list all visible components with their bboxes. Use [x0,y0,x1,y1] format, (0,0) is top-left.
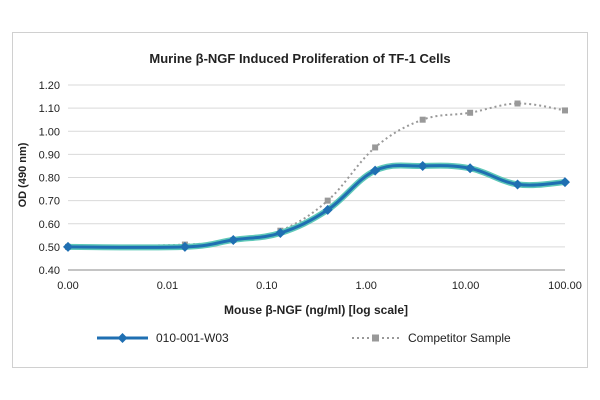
y-axis-label: OD (490 nm) [17,142,29,207]
data-point [514,100,521,107]
legend: 010-001-W03 Competitor Sample [97,331,511,345]
x-axis-label: Mouse β-NGF (ng/ml) [log scale] [224,303,408,317]
x-axis-ticks: 0.00 0.01 0.10 1.00 10.00 100.00 [57,280,582,292]
series-line [67,163,566,249]
x-tick-label: 10.00 [452,280,480,292]
data-point [322,204,333,215]
legend-item-series-1: 010-001-W03 [97,331,229,345]
legend-label-series-1: 010-001-W03 [156,331,229,345]
data-point [324,197,331,204]
data-point [419,116,426,123]
x-tick-label: 1.00 [355,280,376,292]
y-tick-label: 1.20 [39,80,60,92]
legend-label-series-2: Competitor Sample [408,331,511,345]
x-tick-label: 0.01 [157,280,178,292]
y-tick-label: 0.50 [39,242,60,254]
x-tick-label: 100.00 [548,280,582,292]
y-axis-ticks: 0.40 0.50 0.60 0.70 0.80 0.90 1.00 1.10 1.20 [39,80,60,277]
y-tick-label: 0.80 [39,173,60,185]
y-tick-label: 0.60 [39,219,60,231]
y-tick-label: 0.90 [39,149,60,161]
y-tick-label: 0.70 [39,196,60,208]
data-point [465,163,476,174]
data-point [63,241,73,252]
chart-title: Murine β-NGF Induced Proliferation of TF… [149,51,450,66]
y-tick-label: 0.40 [39,265,60,277]
y-tick-label: 1.10 [39,103,60,115]
legend-marker-series-2 [372,334,379,342]
chart-frame [12,32,588,368]
series-layer [63,100,570,252]
data-point [370,165,381,176]
data-point [275,228,286,238]
data-point [560,177,570,188]
data-point [512,179,523,190]
data-point [228,234,239,245]
data-point [417,160,428,171]
legend-item-series-2: Competitor Sample [352,331,511,345]
x-tick-label: 0.00 [57,280,78,292]
y-tick-label: 1.00 [39,126,60,138]
series-1 [63,160,570,252]
grid-lines [68,84,565,248]
data-point [562,107,568,114]
legend-marker-series-1 [117,333,128,343]
data-point [372,144,379,151]
data-point [467,109,474,116]
data-point [179,241,190,252]
x-tick-label: 0.10 [256,280,277,292]
